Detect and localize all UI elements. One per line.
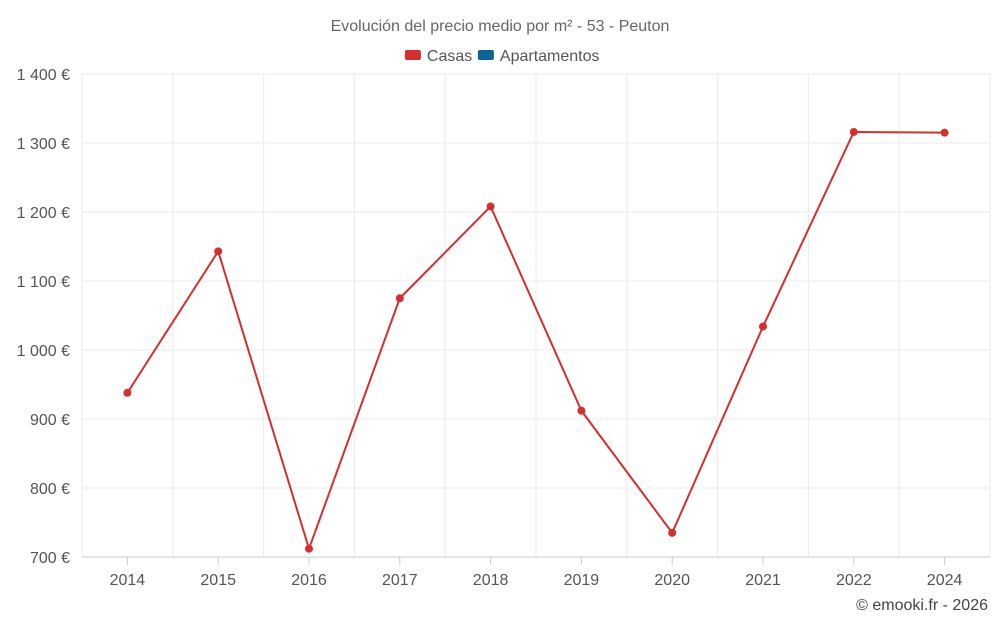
legend-item-apartamentos[interactable]: Apartamentos xyxy=(477,48,600,65)
x-tick-label: 2020 xyxy=(654,572,690,589)
y-tick-label: 900 € xyxy=(30,412,70,429)
legend-swatch xyxy=(477,50,494,60)
credit-text: © emooki.fr - 2026 xyxy=(856,597,988,614)
x-tick-label: 2015 xyxy=(200,572,236,589)
data-point[interactable] xyxy=(577,406,586,415)
y-tick-label: 1 200 € xyxy=(17,205,70,222)
data-point[interactable] xyxy=(305,544,313,553)
axes: 700 € 800 € 900 € 1 000 € 1 100 € 1 200 € 1 30… xyxy=(17,67,990,589)
x-tick-label: 2022 xyxy=(836,572,872,589)
x-tick-label: 2024 xyxy=(927,572,963,589)
y-tick-label: 1 400 € xyxy=(17,67,70,84)
data-point[interactable] xyxy=(123,388,132,397)
grid xyxy=(81,73,991,557)
legend-label: Apartamentos xyxy=(500,48,600,65)
y-tick-label: 800 € xyxy=(30,481,70,498)
x-tick-label: 2019 xyxy=(564,572,600,589)
x-tick-label: 2017 xyxy=(382,572,418,589)
data-point[interactable] xyxy=(849,127,858,136)
data-point[interactable] xyxy=(214,247,223,256)
x-tick-label: 2018 xyxy=(473,572,509,589)
x-tick-label: 2016 xyxy=(291,572,327,589)
y-tick-label: 1 100 € xyxy=(17,274,70,291)
data-point[interactable] xyxy=(668,528,677,537)
data-point[interactable] xyxy=(759,322,767,331)
series-line-casas xyxy=(126,130,945,550)
data-point[interactable] xyxy=(940,128,949,137)
x-tick-label: 2021 xyxy=(745,572,781,589)
legend-swatch xyxy=(404,50,421,60)
y-tick-label: 700 € xyxy=(30,550,70,567)
y-tick-label: 1 000 € xyxy=(17,343,70,360)
data-point[interactable] xyxy=(486,202,495,211)
legend-label: Casas xyxy=(427,48,472,65)
legend-item-casas[interactable]: Casas xyxy=(404,48,472,65)
chart-title: Evolución del precio medio por m² - 53 -… xyxy=(331,18,670,35)
y-tick-label: 1 300 € xyxy=(17,136,70,153)
data-point[interactable] xyxy=(395,294,404,303)
legend: Casas Apartamentos xyxy=(404,48,600,65)
series-layer xyxy=(123,127,949,553)
x-tick-label: 2014 xyxy=(110,572,146,589)
